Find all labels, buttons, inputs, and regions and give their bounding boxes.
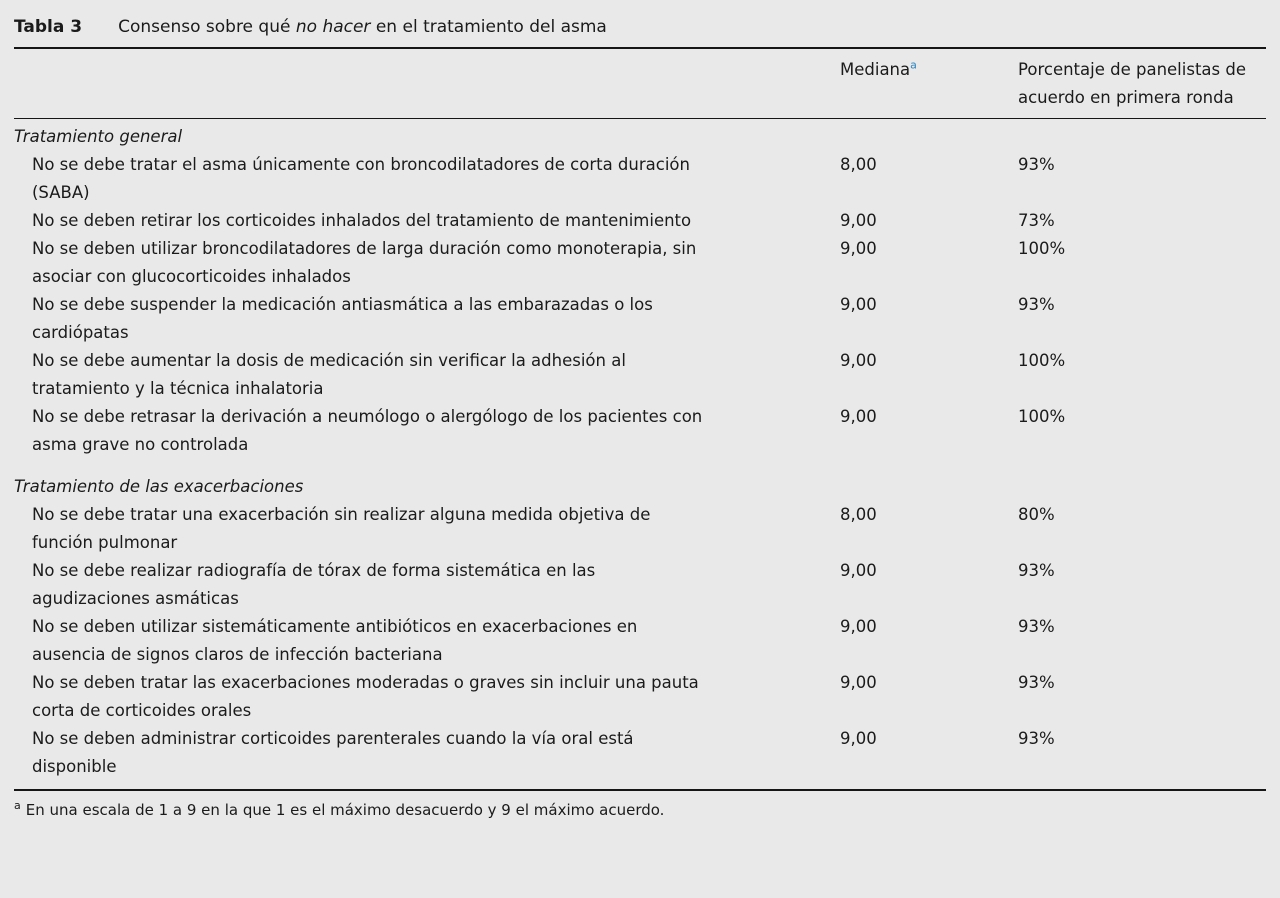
- table-title-pre: Consenso sobre qué: [118, 17, 296, 37]
- porcentaje-value: 73%: [1018, 211, 1055, 230]
- footnote-marker: a: [14, 799, 21, 812]
- table-figure: Tabla 3 Consenso sobre qué no hacer en el…: [14, 0, 1266, 821]
- table-row: No se debe retrasar la derivación a neum…: [14, 403, 1266, 459]
- mediana-value: 9,00: [840, 729, 877, 748]
- section-rows: No se debe tratar una exacerbación sin r…: [14, 501, 1266, 781]
- porcentaje-value: 100%: [1018, 407, 1066, 426]
- table-row: No se debe tratar una exacerbación sin r…: [14, 501, 1266, 557]
- recommendation-text: No se debe tratar el asma únicamente con…: [32, 155, 690, 202]
- divider-footer: [14, 789, 1266, 791]
- porcentaje-value: 100%: [1018, 351, 1066, 370]
- recommendation-text: No se debe retrasar la derivación a neum…: [32, 407, 703, 454]
- porcentaje-value: 93%: [1018, 155, 1055, 174]
- porcentaje-value: 100%: [1018, 239, 1066, 258]
- recommendation-text: No se debe tratar una exacerbación sin r…: [32, 505, 651, 552]
- table-row: No se debe suspender la medicación antia…: [14, 291, 1266, 347]
- table-title: Consenso sobre qué no hacer en el tratam…: [118, 17, 607, 37]
- mediana-value: 9,00: [840, 407, 877, 426]
- recommendation-text: No se debe suspender la medicación antia…: [32, 295, 653, 342]
- table-row: No se deben administrar corticoides pare…: [14, 725, 1266, 781]
- table-caption: Tabla 3 Consenso sobre qué no hacer en el…: [14, 0, 1266, 39]
- table-row: No se deben utilizar sistemáticamente an…: [14, 613, 1266, 669]
- recommendation-text: No se deben tratar las exacerbaciones mo…: [32, 673, 699, 720]
- recommendation-text: No se deben retirar los corticoides inha…: [32, 211, 692, 230]
- divider-header: [14, 118, 1266, 119]
- recommendation-text: No se debe realizar radiografía de tórax…: [32, 561, 596, 608]
- table-section: Tratamiento de las exacerbaciones No se …: [14, 473, 1266, 781]
- recommendation-text: No se deben utilizar sistemáticamente an…: [32, 617, 638, 664]
- table-row: No se debe tratar el asma únicamente con…: [14, 151, 1266, 207]
- table-title-post: en el tratamiento del asma: [370, 17, 607, 37]
- mediana-value: 9,00: [840, 239, 877, 258]
- mediana-footnote-marker: a: [910, 58, 917, 72]
- table-body: Tratamiento general No se debe tratar el…: [14, 119, 1266, 789]
- divider-top: [14, 47, 1266, 49]
- mediana-value: 9,00: [840, 617, 877, 636]
- mediana-value: 9,00: [840, 211, 877, 230]
- section-header: Tratamiento de las exacerbaciones: [14, 477, 304, 496]
- mediana-value: 8,00: [840, 505, 877, 524]
- porcentaje-value: 93%: [1018, 295, 1055, 314]
- porcentaje-value: 93%: [1018, 561, 1055, 580]
- mediana-value: 9,00: [840, 673, 877, 692]
- mediana-value: 9,00: [840, 561, 877, 580]
- mediana-value: 9,00: [840, 295, 877, 314]
- footnote-text: En una escala de 1 a 9 en la que 1 es el…: [25, 801, 665, 819]
- mediana-value: 8,00: [840, 155, 877, 174]
- column-header-porcentaje: Porcentaje de panelistas de acuerdo en p…: [1018, 60, 1246, 107]
- table-row: No se deben tratar las exacerbaciones mo…: [14, 669, 1266, 725]
- table-row: No se deben utilizar broncodilatadores d…: [14, 235, 1266, 291]
- table-label: Tabla 3: [14, 17, 83, 37]
- table-row: No se deben retirar los corticoides inha…: [14, 207, 1266, 235]
- recommendation-text: No se debe aumentar la dosis de medicaci…: [32, 351, 626, 398]
- footnote: a En una escala de 1 a 9 en la que 1 es e…: [14, 791, 1266, 821]
- table-row: No se debe realizar radiografía de tórax…: [14, 557, 1266, 613]
- table-row: No se debe aumentar la dosis de medicaci…: [14, 347, 1266, 403]
- table-section: Tratamiento general No se debe tratar el…: [14, 123, 1266, 459]
- recommendation-text: No se deben administrar corticoides pare…: [32, 729, 634, 776]
- porcentaje-value: 93%: [1018, 729, 1055, 748]
- section-header: Tratamiento general: [14, 127, 183, 146]
- mediana-value: 9,00: [840, 351, 877, 370]
- porcentaje-value: 80%: [1018, 505, 1055, 524]
- table-header-row: Medianaa Porcentaje de panelistas de acu…: [14, 49, 1266, 118]
- porcentaje-value: 93%: [1018, 617, 1055, 636]
- column-header-mediana: Medianaa: [840, 58, 917, 80]
- porcentaje-value: 93%: [1018, 673, 1055, 692]
- recommendation-text: No se deben utilizar broncodilatadores d…: [32, 239, 697, 286]
- section-rows: No se debe tratar el asma únicamente con…: [14, 151, 1266, 459]
- table-title-emphasis: no hacer: [295, 17, 371, 37]
